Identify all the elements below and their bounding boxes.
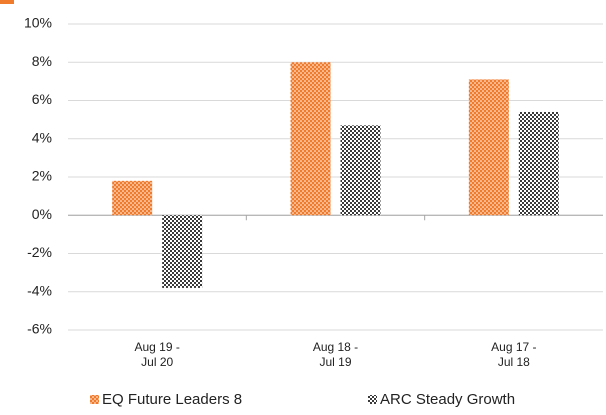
bar <box>468 79 509 216</box>
y-tick-label: 10% <box>24 15 52 31</box>
y-tick-label: -4% <box>27 282 52 298</box>
y-tick-label: 0% <box>32 206 52 222</box>
legend-label: EQ Future Leaders 8 <box>102 391 242 408</box>
y-tick-label: 2% <box>32 168 52 184</box>
legend-label: ARC Steady Growth <box>380 391 515 408</box>
x-tick-label: Aug 18 - <box>313 340 358 354</box>
bar <box>162 215 203 288</box>
x-tick-label: Aug 17 - <box>491 340 536 354</box>
x-tick-label: Jul 18 <box>498 355 530 369</box>
y-tick-label: 8% <box>32 53 52 69</box>
x-tick-label: Jul 19 <box>319 355 351 369</box>
bar <box>290 62 331 216</box>
y-tick-label: -6% <box>27 321 52 337</box>
y-tick-label: 6% <box>32 91 52 107</box>
legend-swatch <box>368 395 377 404</box>
corner-accent <box>0 0 14 4</box>
bar <box>340 125 381 216</box>
bar <box>518 111 559 216</box>
x-tick-label: Aug 19 - <box>134 340 179 354</box>
legend-swatch <box>90 395 99 404</box>
y-tick-label: -2% <box>27 244 52 260</box>
y-tick-label: 4% <box>32 129 52 145</box>
x-tick-label: Jul 20 <box>141 355 173 369</box>
bar <box>112 180 153 216</box>
